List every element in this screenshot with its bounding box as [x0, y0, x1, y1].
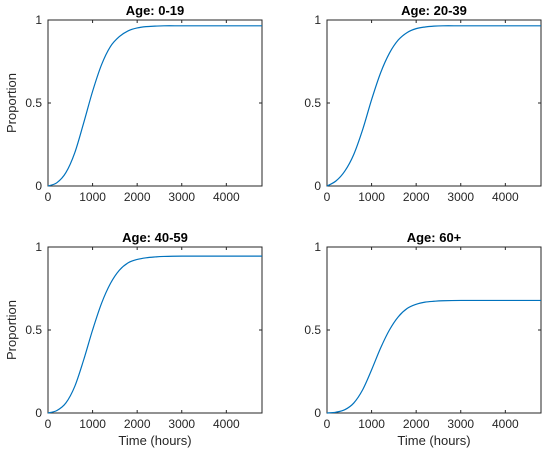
x-tick-label: 1000 [358, 417, 385, 431]
series-line [47, 255, 262, 414]
x-tick-label: 0 [45, 417, 52, 431]
x-tick-label: 2000 [403, 417, 430, 431]
x-tick-label: 3000 [447, 417, 474, 431]
y-tick-label: 0.5 [25, 323, 42, 337]
y-tick-label: 0 [314, 406, 321, 420]
y-axis-label: Proportion [4, 300, 19, 360]
y-tick-label: 0 [314, 179, 321, 193]
y-tick-label: 1 [35, 240, 42, 254]
x-tick-label: 2000 [403, 190, 430, 204]
x-tick-label: 0 [45, 190, 52, 204]
x-tick-label: 0 [324, 417, 331, 431]
subplot-title: Age: 0-19 [126, 3, 185, 18]
subplot-title: Age: 60+ [407, 230, 462, 245]
plot-area [326, 19, 542, 187]
x-tick-label: 2000 [124, 190, 151, 204]
y-tick-label: 0 [35, 179, 42, 193]
x-tick-label: 1000 [79, 190, 106, 204]
series-line [326, 299, 541, 414]
x-tick-label: 4000 [492, 190, 519, 204]
x-tick-label: 2000 [124, 417, 151, 431]
y-tick-label: 1 [314, 240, 321, 254]
x-tick-label: 0 [324, 190, 331, 204]
plot-area [326, 246, 542, 414]
subplot-title: Age: 40-59 [122, 230, 188, 245]
x-tick-label: 4000 [213, 417, 240, 431]
x-tick-label: 1000 [79, 417, 106, 431]
x-tick-label: 3000 [168, 417, 195, 431]
y-axis-label: Proportion [4, 73, 19, 133]
series-line [47, 25, 262, 187]
y-tick-label: 0.5 [304, 323, 321, 337]
y-tick-label: 1 [35, 13, 42, 27]
x-tick-label: 4000 [492, 417, 519, 431]
x-tick-label: 1000 [358, 190, 385, 204]
series-line [326, 25, 541, 187]
x-axis-label: Time (hours) [397, 433, 470, 448]
y-tick-label: 0.5 [304, 96, 321, 110]
subplot-4: 0 1000 2000 3000 4000 0 0.5 1 Age: 60+ Time (hour… [304, 230, 542, 448]
x-axis-label: Time (hours) [118, 433, 191, 448]
subplot-1: 0 1000 2000 3000 4000 0 0.5 1 Age: 0-19 Proportio… [4, 3, 263, 204]
x-tick-label: 4000 [213, 190, 240, 204]
subplot-2: 0 1000 2000 3000 4000 0 0.5 1 Age: 20-39 [304, 3, 542, 204]
subplot-title: Age: 20-39 [401, 3, 467, 18]
y-tick-label: 1 [314, 13, 321, 27]
subplot-3: 0 1000 2000 3000 4000 0 0.5 1 Age: 40-59 Proporti… [4, 230, 263, 448]
x-tick-label: 3000 [447, 190, 474, 204]
plot-area [47, 19, 263, 187]
x-tick-label: 3000 [168, 190, 195, 204]
y-tick-label: 0.5 [25, 96, 42, 110]
y-tick-label: 0 [35, 406, 42, 420]
plot-area [47, 246, 263, 414]
